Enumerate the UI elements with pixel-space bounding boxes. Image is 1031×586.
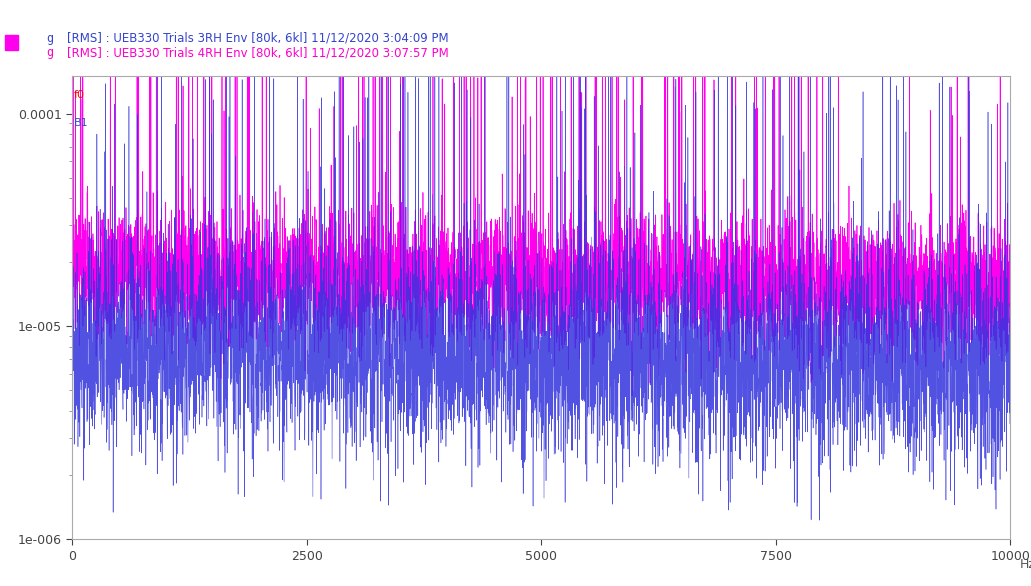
Text: [RMS] : UEB330 Trials 3RH Env [80k, 6kl] 11/12/2020 3:04:09 PM: [RMS] : UEB330 Trials 3RH Env [80k, 6kl]… (67, 32, 448, 45)
Text: f0: f0 (74, 90, 85, 100)
Text: B1: B1 (74, 118, 89, 128)
Text: Hz: Hz (1020, 558, 1031, 571)
Text: g: g (46, 32, 54, 45)
Text: g: g (46, 46, 54, 59)
Text: [RMS] : UEB330 Trials 4RH Env [80k, 6kl] 11/12/2020 3:07:57 PM: [RMS] : UEB330 Trials 4RH Env [80k, 6kl]… (67, 46, 448, 59)
